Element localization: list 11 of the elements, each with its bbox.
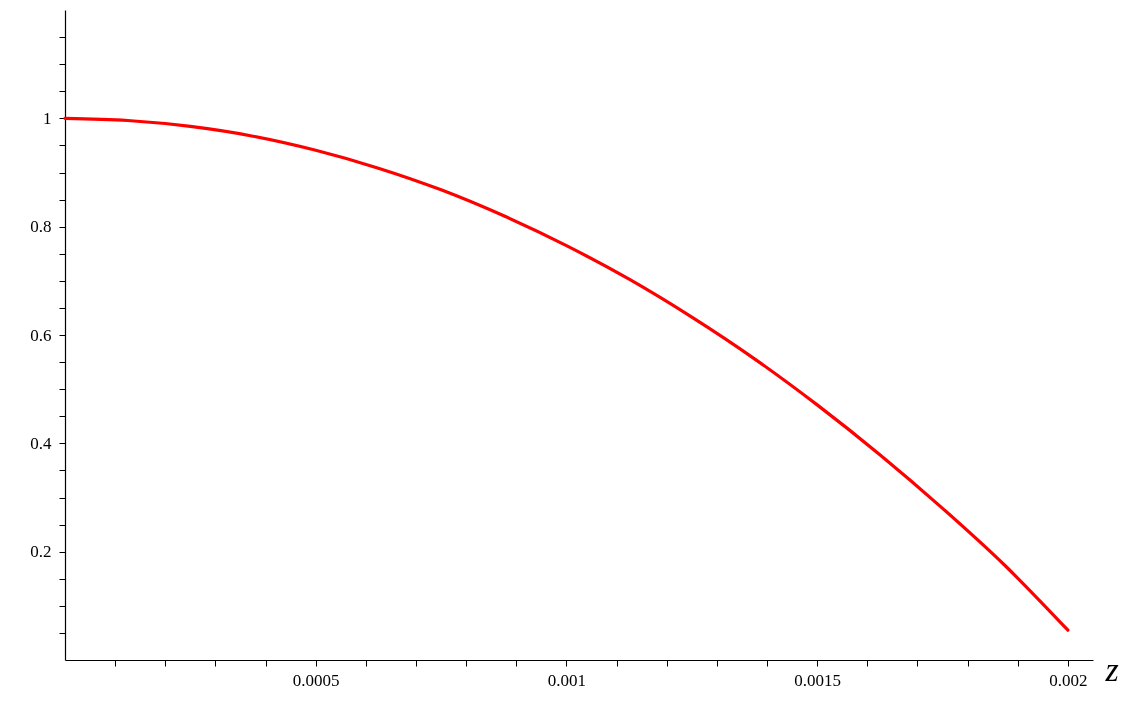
y-tick-label: 0.8 [30, 217, 52, 237]
x-axis-title: z [1104, 650, 1119, 688]
y-tick-label: 0.2 [30, 542, 52, 562]
x-tick-label: 0.001 [547, 670, 587, 690]
x-tick-label: 0.0015 [794, 670, 842, 690]
y-tick-label: 0.4 [30, 433, 52, 453]
line-series [63, 116, 1070, 632]
x-tick-label: 0.0005 [292, 670, 340, 690]
y-tick-label: 0.6 [30, 325, 52, 345]
y-tick-label: 1 [43, 108, 52, 128]
x-tick-label: 0.002 [1049, 670, 1088, 690]
